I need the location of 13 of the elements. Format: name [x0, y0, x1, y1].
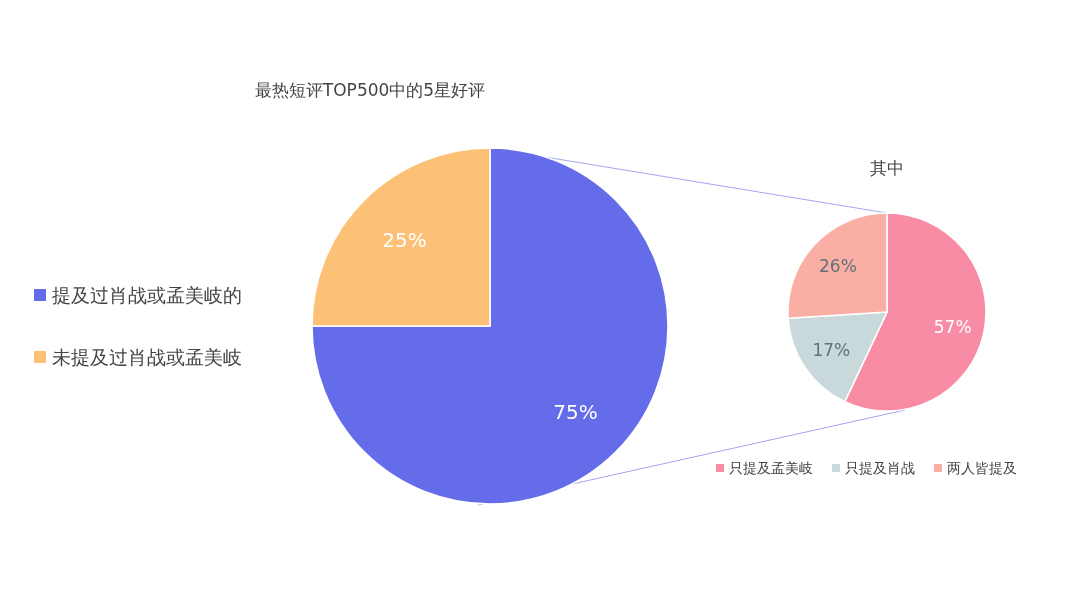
chart-title: 其中: [870, 158, 904, 178]
legend-label: 未提及过肖战或孟美岐: [52, 345, 242, 368]
data-label: 26%: [819, 255, 857, 276]
data-label: 17%: [812, 339, 851, 360]
data-label: 25%: [382, 228, 427, 253]
data-label: 75%: [553, 399, 598, 424]
legend-label: 只提及孟美岐: [729, 459, 813, 476]
legend-label: 两人皆提及: [947, 459, 1017, 476]
data-label: 57%: [933, 316, 972, 337]
pie-slice: [311, 147, 669, 505]
legend-label: 提及过肖战或孟美岐的: [52, 283, 242, 306]
chart-title: 最热短评TOP500中的5星好评: [254, 80, 486, 100]
legend-label: 只提及肖战: [845, 459, 915, 476]
